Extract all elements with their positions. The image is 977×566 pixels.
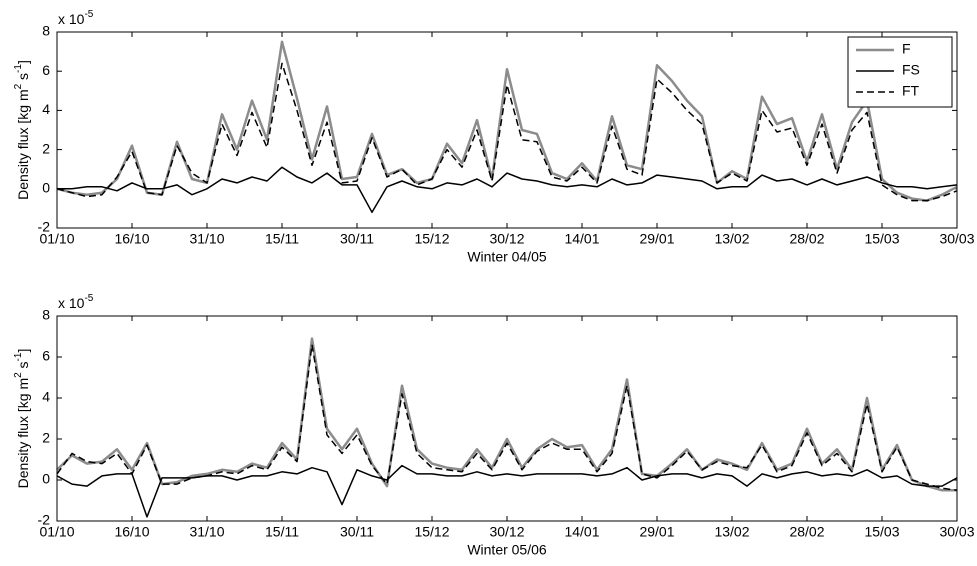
x-tick-label: 16/10 [114,524,149,540]
y-axis-label: Density flux [kg m2 s-1] [13,349,31,489]
legend-box [847,36,953,108]
multiplier: x 10-5 [58,9,94,27]
y-tick-label: -2 [38,219,51,235]
y-axis-label-part: ] [15,60,31,64]
y-axis-label-part: Density flux [kg m [15,89,31,199]
x-tick-label: 31/10 [189,231,224,247]
y-tick-label: 0 [42,471,50,487]
series-line [56,62,958,202]
x-tick-label: 14/01 [564,524,599,540]
multiplier-exp: -5 [84,9,93,20]
plot-area [57,32,957,228]
y-axis-label-part: ] [15,349,31,353]
x-tick-label: 30/11 [340,524,374,540]
x-tick-label: 30/11 [340,231,374,247]
x-tick-label: 29/01 [639,231,674,247]
x-tick-label: 15/12 [414,524,449,540]
axes-frame [56,31,958,229]
x-tick-label: 30/03 [939,231,974,247]
y-tick-label: -2 [38,512,51,528]
legend-label: FS [902,62,920,78]
legend-label: F [902,41,911,57]
x-tick-label: 30/12 [489,524,524,540]
multiplier-base: x 10 [58,11,85,27]
series-line [57,166,958,214]
series-line [56,337,957,492]
y-tick-label: 6 [42,62,50,78]
y-tick-label: 2 [42,140,50,156]
y-axis-label-part: s [15,361,31,372]
y-tick-label: 8 [42,23,50,39]
x-axis-label: Winter 04/05 [467,249,547,265]
y-axis-label-part: -1 [13,352,24,361]
x-tick-label: 16/10 [114,231,149,247]
x-tick-label: 01/10 [39,231,74,247]
x-tick-label: 15/03 [864,524,899,540]
x-tick-label: 15/03 [864,231,899,247]
x-tick-label: 31/10 [189,524,224,540]
legend-label: FT [902,83,920,99]
x-tick-label: 01/10 [39,524,74,540]
x-tick-label: 13/02 [714,524,749,540]
x-tick-label: 30/03 [939,524,974,540]
x-tick-label: 13/02 [714,231,749,247]
multiplier: x 10-5 [58,293,94,311]
multiplier-base: x 10 [58,295,85,311]
x-tick-label: 15/11 [265,524,299,540]
y-tick-label: 4 [42,389,50,405]
axes-frame [56,315,958,522]
y-axis-label-part: 2 [13,372,24,378]
y-tick-label: 6 [42,348,50,364]
x-tick-label: 15/12 [414,231,449,247]
y-tick-label: 8 [42,307,50,323]
multiplier-exp: -5 [84,293,93,304]
x-tick-label: 28/02 [789,231,824,247]
y-axis-label-part: 2 [13,83,24,89]
y-axis-label-part: s [15,73,31,84]
y-tick-label: 4 [42,101,50,117]
x-tick-label: 15/11 [265,231,299,247]
x-tick-label: 28/02 [789,524,824,540]
y-axis-label-part: Density flux [kg m [15,378,31,488]
y-axis-label: Density flux [kg m2 s-1] [13,60,31,200]
y-tick-label: 2 [42,430,50,446]
series-line [56,343,958,492]
y-tick-label: 0 [42,180,50,196]
x-tick-label: 30/12 [489,231,524,247]
x-axis-label: Winter 05/06 [467,542,547,558]
x-tick-label: 14/01 [564,231,599,247]
plot-area [57,316,957,521]
x-tick-label: 29/01 [639,524,674,540]
y-axis-label-part: -1 [13,64,24,73]
